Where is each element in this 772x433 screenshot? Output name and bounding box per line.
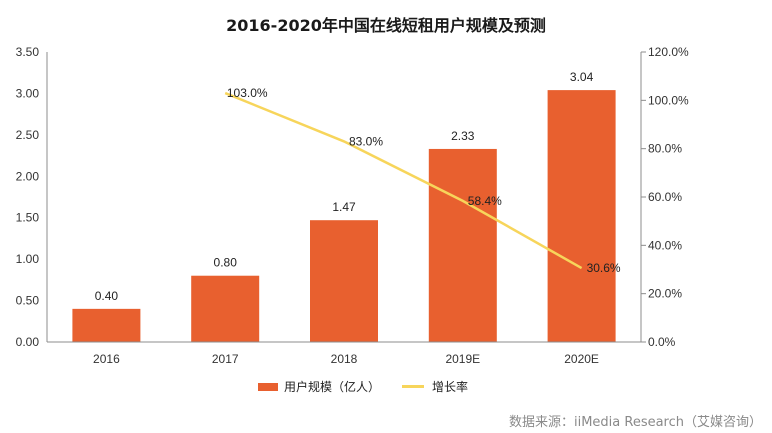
growth-rate-label: 58.4%: [468, 194, 502, 208]
x-tick-label: 2016: [93, 352, 120, 366]
x-tick-label: 2018: [331, 352, 358, 366]
right-tick-label: 40.0%: [648, 238, 682, 252]
left-tick-label: 2.50: [16, 128, 40, 142]
right-tick-label: 80.0%: [648, 142, 682, 156]
right-tick-label: 120.0%: [648, 45, 689, 59]
left-tick-label: 3.00: [16, 86, 40, 100]
right-tick-label: 100.0%: [648, 93, 689, 107]
left-tick-label: 0.50: [16, 294, 40, 308]
bar-2020E: [547, 90, 616, 342]
legend-swatch-line: [402, 385, 425, 388]
legend-label-bar: 用户规模（亿人）: [284, 380, 381, 394]
growth-rate-label: 103.0%: [227, 86, 268, 100]
legend-item-bar: 用户规模（亿人）: [258, 378, 380, 395]
x-tick-label: 2020E: [564, 352, 599, 366]
left-tick-label: 1.50: [16, 211, 40, 225]
legend-item-line: 增长率: [402, 378, 468, 395]
growth-rate-label: 83.0%: [349, 134, 383, 148]
bar-2017: [191, 275, 260, 342]
bar-value-label: 1.47: [332, 200, 356, 214]
right-tick-label: 60.0%: [648, 190, 682, 204]
legend: 用户规模（亿人） 增长率: [258, 378, 490, 395]
bar-2018: [310, 220, 378, 342]
right-tick-label: 0.0%: [648, 335, 676, 349]
bar-value-label: 0.80: [214, 256, 238, 270]
bar-value-label: 2.33: [451, 129, 475, 143]
bar-2019E: [428, 148, 497, 342]
left-tick-label: 0.00: [16, 335, 40, 349]
growth-rate-line: [224, 91, 583, 270]
source-note: 数据来源：iiMedia Research（艾媒咨询）: [508, 415, 762, 430]
x-tick-label: 2017: [212, 352, 239, 366]
growth-rate-label: 30.6%: [587, 261, 621, 275]
legend-swatch-bar: [258, 382, 278, 391]
bar-value-label: 3.04: [570, 70, 594, 84]
bar-2016: [72, 308, 141, 342]
left-tick-label: 1.00: [16, 252, 40, 266]
right-tick-label: 20.0%: [648, 287, 682, 301]
left-tick-label: 3.50: [16, 45, 40, 59]
bar-value-label: 0.40: [95, 289, 119, 303]
x-tick-label: 2019E: [445, 352, 480, 366]
legend-label-line: 增长率: [432, 380, 469, 394]
chart-title: 2016-2020年中国在线短租用户规模及预测: [226, 16, 546, 35]
left-tick-label: 2.00: [16, 169, 40, 183]
